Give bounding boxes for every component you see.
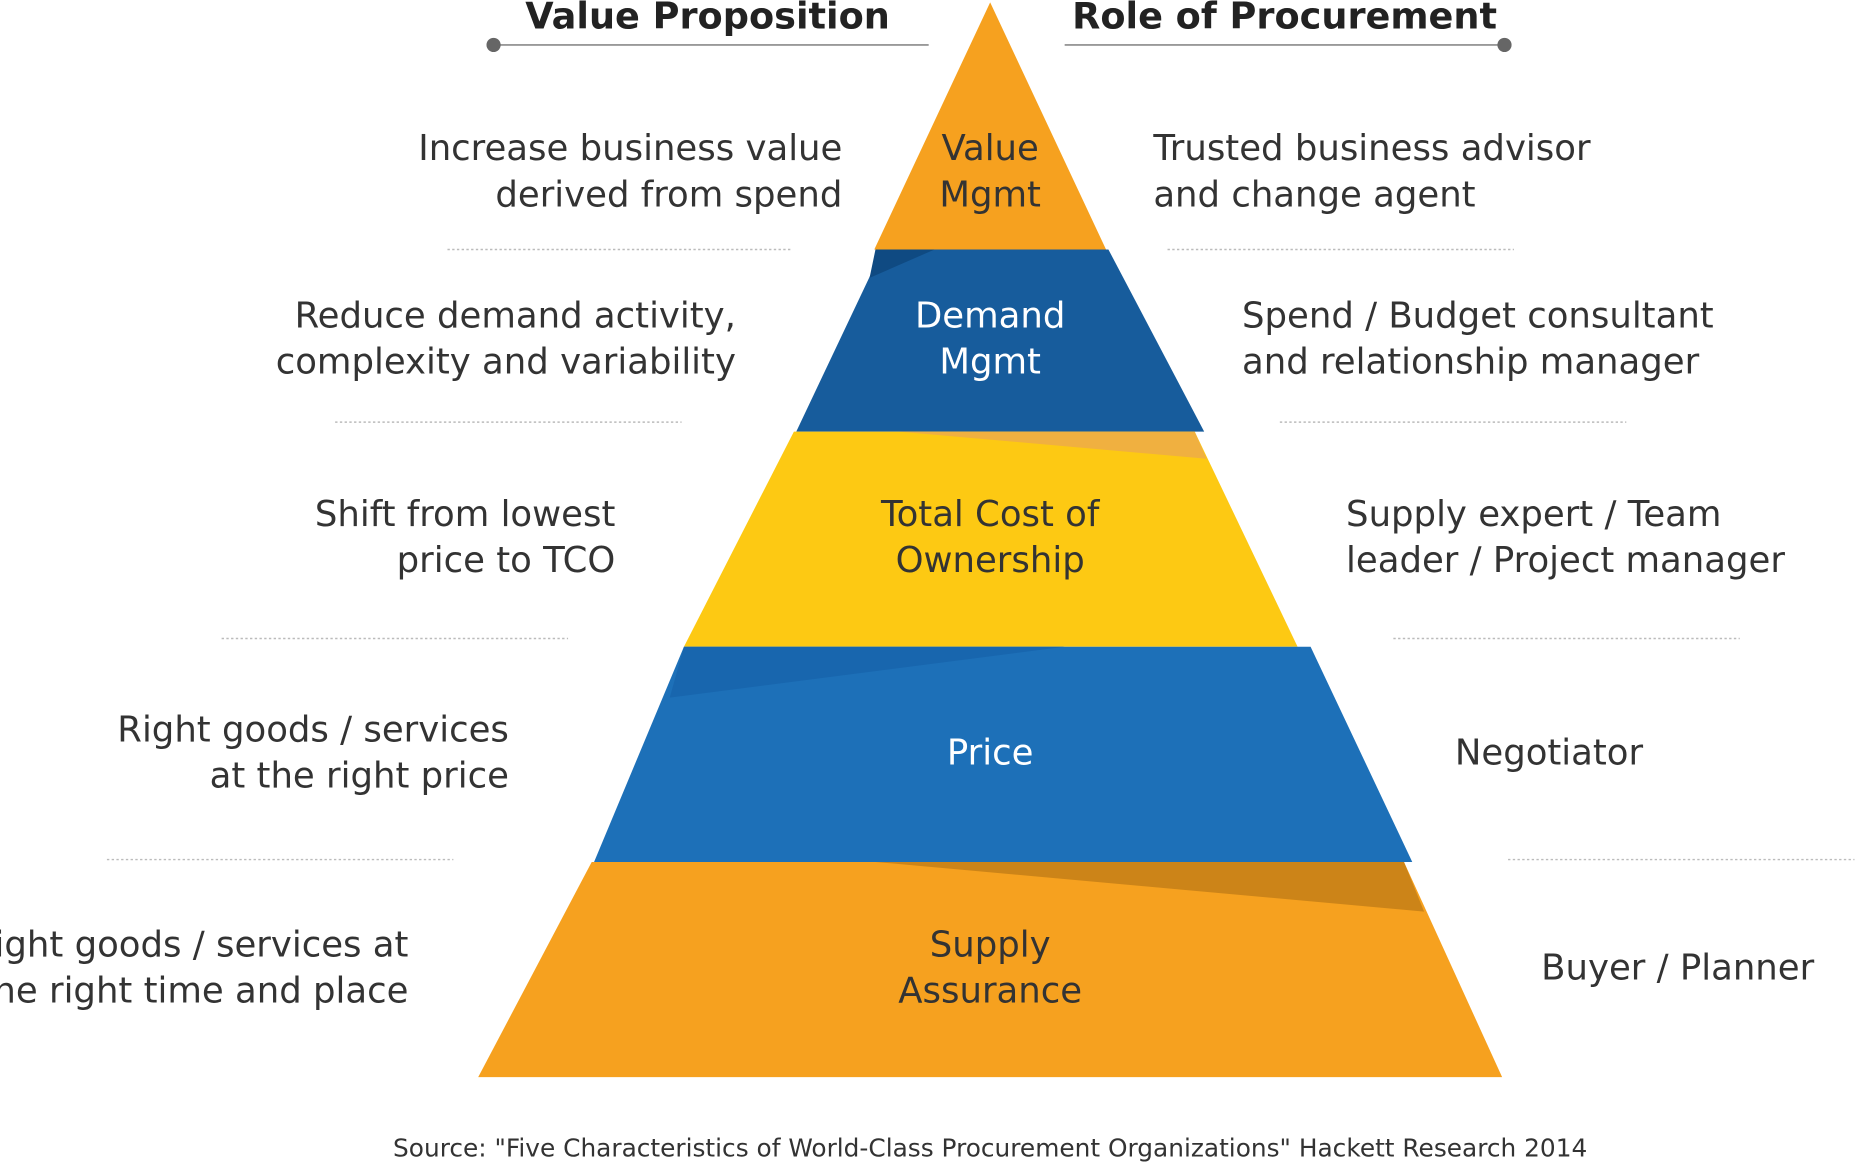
procurement-role: and relationship manager [1242, 342, 1700, 383]
level-label: Demand [915, 295, 1065, 336]
value-proposition: Shift from lowest [315, 494, 616, 535]
level-label: Price [947, 732, 1034, 773]
level-shade [899, 431, 1207, 459]
level-shade [875, 861, 1425, 912]
procurement-role: Spend / Budget consultant [1242, 295, 1714, 336]
value-proposition: the right time and place [0, 971, 408, 1012]
level-label: Mgmt [939, 174, 1041, 215]
header-right: Role of Procurement [1072, 0, 1497, 37]
level-label: Supply [930, 924, 1051, 965]
value-proposition: Right goods / services at [0, 924, 409, 965]
value-proposition: price to TCO [397, 540, 616, 581]
procurement-role: Supply expert / Team [1346, 494, 1721, 535]
procurement-role: leader / Project manager [1346, 540, 1785, 581]
level-label: Value [941, 128, 1038, 169]
pyramid-level [478, 861, 1503, 1078]
level-label: Total Cost of [880, 494, 1101, 535]
header-dot [486, 37, 501, 53]
value-proposition: Reduce demand activity, [295, 295, 736, 336]
header-dot [1497, 37, 1512, 53]
value-proposition: at the right price [210, 755, 509, 796]
value-proposition: Right goods / services [117, 709, 509, 750]
pyramid-level [683, 431, 1298, 647]
pyramid-level [594, 646, 1413, 862]
header-left: Value Proposition [525, 0, 890, 37]
procurement-role: Negotiator [1455, 732, 1644, 773]
pyramid-level [874, 2, 1107, 250]
value-proposition: derived from spend [495, 174, 842, 215]
level-shade [669, 646, 1065, 698]
level-label: Mgmt [939, 342, 1041, 383]
source: Source: "Five Characteristics of World-C… [393, 1133, 1587, 1162]
value-proposition: Increase business value [418, 128, 842, 169]
value-proposition: complexity and variability [276, 342, 736, 383]
procurement-role: Trusted business advisor [1152, 128, 1591, 169]
pyramid-level [796, 249, 1205, 432]
level-label: Ownership [896, 540, 1085, 581]
procurement-role: and change agent [1153, 174, 1475, 215]
procurement-role: Buyer / Planner [1541, 948, 1814, 989]
level-label: Assurance [898, 971, 1082, 1012]
